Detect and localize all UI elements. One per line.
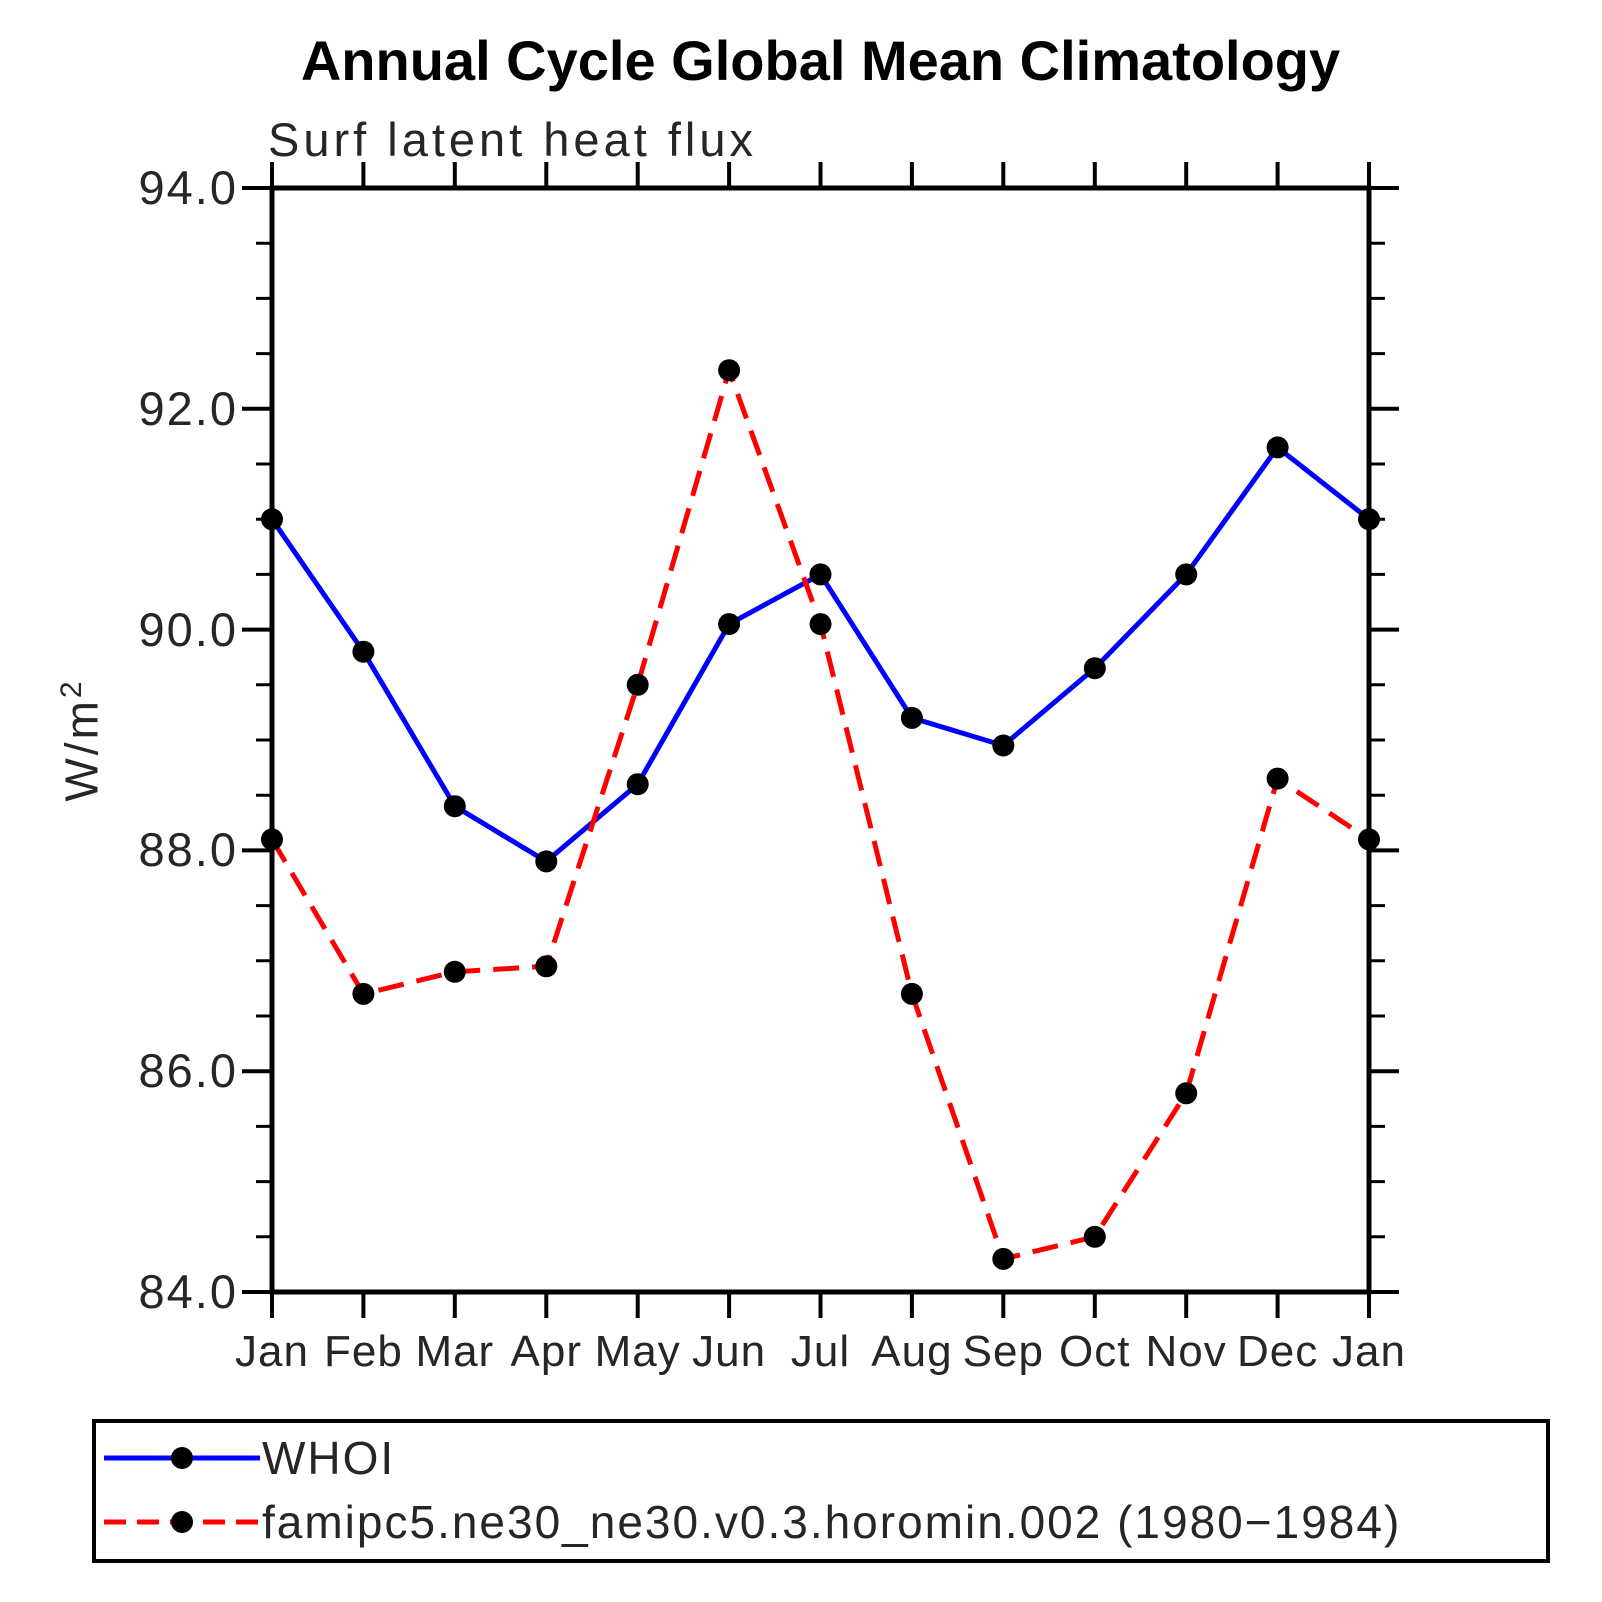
x-tick-label: Jan	[235, 1327, 309, 1376]
data-point-marker	[1266, 767, 1289, 790]
famipc5-line-swatch-icon	[104, 1511, 260, 1533]
data-point-marker	[261, 828, 283, 851]
data-point-marker	[900, 982, 923, 1005]
y-tick-label: 86.0	[138, 1044, 238, 1098]
y-tick-label: 94.0	[138, 161, 238, 214]
data-point-marker	[443, 960, 466, 983]
x-tick-label: Apr	[510, 1327, 582, 1376]
y-major-ticks	[242, 186, 1399, 1294]
data-point-marker	[443, 795, 466, 818]
legend-entry-famipc5: famipc5.ne30_ne30.v0.3.horomin.002 (1980…	[102, 1499, 1401, 1545]
data-point-marker	[1358, 508, 1380, 531]
y-tick-label: 90.0	[138, 602, 238, 656]
y-tick-label: 88.0	[138, 823, 238, 877]
chart-title: Annual Cycle Global Mean Climatology	[300, 29, 1341, 92]
data-point-marker	[1083, 657, 1106, 680]
x-tick-label: May	[594, 1327, 681, 1376]
data-point-marker	[809, 563, 832, 586]
data-point-marker	[1083, 1225, 1106, 1248]
data-point-marker	[1358, 828, 1380, 851]
data-point-marker	[1266, 436, 1289, 459]
series-line-1	[269, 362, 1371, 1262]
series-line-0	[269, 443, 1371, 865]
x-tick-label: Nov	[1145, 1327, 1227, 1376]
legend-label-whoi: WHOI	[262, 1432, 396, 1484]
data-point-marker	[1175, 563, 1198, 586]
x-tick-label: Oct	[1059, 1327, 1131, 1376]
data-point-marker	[626, 773, 649, 796]
data-point-marker	[718, 359, 741, 382]
x-tick-label: Sep	[962, 1327, 1044, 1376]
data-point-marker	[992, 734, 1015, 757]
data-point-marker	[809, 613, 832, 636]
x-ticks	[270, 162, 1371, 1318]
y-minor-ticks	[256, 241, 1385, 1239]
x-tick-label: Mar	[415, 1327, 495, 1376]
x-tick-label: Jun	[692, 1327, 767, 1376]
axis-box	[269, 185, 1372, 1295]
x-tick-label: Aug	[871, 1327, 953, 1376]
legend-entry-whoi: WHOI	[102, 1435, 395, 1481]
data-point-marker	[261, 508, 283, 531]
x-tick-label: Jan	[1332, 1327, 1406, 1376]
y-tick-label: 92.0	[138, 381, 238, 435]
legend-label-famipc5: famipc5.ne30_ne30.v0.3.horomin.002 (1980…	[262, 1496, 1402, 1548]
data-point-marker	[1175, 1082, 1198, 1105]
data-point-marker	[352, 982, 375, 1005]
chart-subtitle: Surf latent heat flux	[268, 113, 757, 166]
data-point-marker	[352, 640, 375, 663]
data-point-marker	[626, 673, 649, 696]
data-point-marker	[718, 613, 741, 636]
legend-box: WHOI famipc5.ne30_ne30.v0.3.horomin.002 …	[92, 1419, 1550, 1563]
x-tick-label: Dec	[1236, 1327, 1319, 1376]
data-point-marker	[535, 955, 558, 978]
data-point-marker	[900, 706, 923, 729]
data-point-marker	[535, 850, 558, 873]
data-point-marker	[992, 1247, 1015, 1270]
whoi-line-swatch-icon	[104, 1447, 260, 1469]
x-tick-label: Feb	[323, 1327, 403, 1376]
x-tick-label: Jul	[790, 1327, 851, 1376]
y-tick-label: 84.0	[138, 1265, 238, 1318]
